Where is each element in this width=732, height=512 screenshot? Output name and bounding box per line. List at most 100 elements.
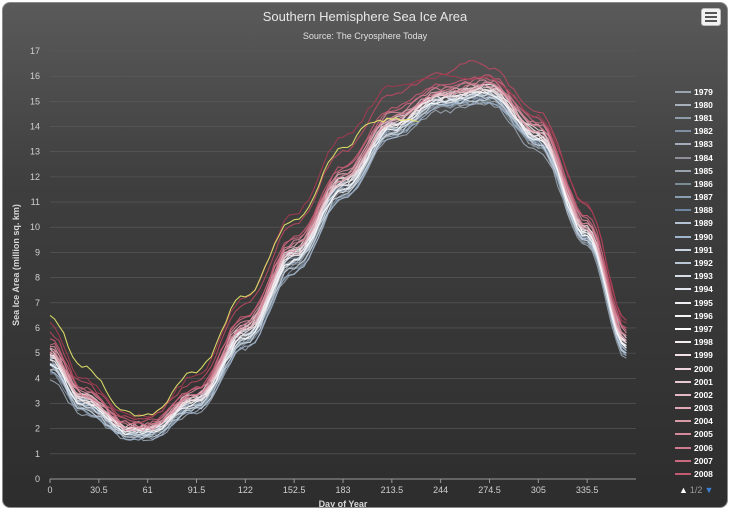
y-tick-label: 1 — [35, 449, 40, 459]
legend-item[interactable]: 1982 — [675, 125, 725, 138]
series-line — [49, 92, 627, 432]
pager-up-arrow[interactable]: ▲ — [679, 485, 688, 495]
legend-item[interactable]: 1983 — [675, 138, 725, 151]
legend-item[interactable]: 1994 — [675, 283, 725, 296]
legend-swatch — [675, 90, 691, 93]
legend-label: 1994 — [694, 284, 713, 295]
legend-item[interactable]: 1996 — [675, 309, 725, 322]
series-line — [50, 96, 627, 439]
legend-label: 1982 — [694, 126, 713, 137]
series-line — [49, 83, 627, 429]
legend-swatch — [675, 209, 691, 212]
legend-swatch — [675, 367, 691, 370]
legend-swatch — [675, 130, 691, 133]
legend-swatch — [675, 473, 691, 476]
x-tick-label: 305 — [531, 485, 546, 495]
legend-label: 1997 — [694, 323, 713, 334]
y-tick-label: 3 — [35, 398, 40, 408]
legend-item[interactable]: 2001 — [675, 375, 725, 388]
series-line — [49, 60, 627, 420]
legend-item[interactable]: 1981 — [675, 111, 725, 124]
legend-label: 1995 — [694, 297, 713, 308]
y-tick-label: 10 — [30, 222, 40, 232]
x-tick-label: 91.5 — [188, 485, 206, 495]
legend-item[interactable]: 1999 — [675, 349, 725, 362]
legend-item[interactable]: 1986 — [675, 177, 725, 190]
x-axis-title: Day of Year — [319, 499, 368, 508]
y-tick-label: 12 — [30, 172, 40, 182]
legend-item[interactable]: 2005 — [675, 428, 725, 441]
legend-item[interactable]: 1993 — [675, 270, 725, 283]
legend-label: 1998 — [694, 337, 713, 348]
legend-label: 2008 — [694, 469, 713, 480]
legend-item[interactable]: 2002 — [675, 388, 725, 401]
legend-item[interactable]: 2006 — [675, 441, 725, 454]
legend-label: 2004 — [694, 416, 713, 427]
y-axis-title: Sea Ice Area (million sq. km) — [11, 204, 21, 326]
export-menu-button[interactable] — [701, 8, 721, 26]
legend-item[interactable]: 1985 — [675, 164, 725, 177]
y-tick-label: 7 — [35, 298, 40, 308]
series-line — [49, 90, 627, 437]
series-line — [49, 116, 419, 417]
series-line — [49, 100, 627, 436]
legend-item[interactable]: 2007 — [675, 454, 725, 467]
legend-item[interactable]: 1992 — [675, 256, 725, 269]
legend-label: 2005 — [694, 429, 713, 440]
x-tick-label: 213.5 — [381, 485, 404, 495]
legend-item[interactable]: 1995 — [675, 296, 725, 309]
legend-swatch — [675, 248, 691, 251]
legend-label: 1979 — [694, 86, 713, 97]
y-tick-label: 16 — [30, 71, 40, 81]
legend-label: 1991 — [694, 244, 713, 255]
legend-item[interactable]: 2008 — [675, 467, 725, 480]
legend-item[interactable]: 1988 — [675, 204, 725, 217]
legend-swatch — [675, 433, 691, 436]
legend-label: 2007 — [694, 455, 713, 466]
legend-swatch — [675, 222, 691, 225]
series-line — [49, 94, 627, 437]
legend-swatch — [675, 156, 691, 159]
legend-label: 1990 — [694, 231, 713, 242]
legend-item[interactable]: 2000 — [675, 362, 725, 375]
legend-swatch — [675, 327, 691, 330]
legend-item[interactable]: 2004 — [675, 415, 725, 428]
legend-item[interactable]: 1998 — [675, 336, 725, 349]
legend-label: 2003 — [694, 403, 713, 414]
series-line — [49, 91, 627, 436]
y-tick-label: 8 — [35, 273, 40, 283]
y-tick-label: 14 — [30, 122, 40, 132]
series-line — [49, 83, 627, 431]
legend-item[interactable]: 1984 — [675, 151, 725, 164]
legend-item[interactable]: 1987 — [675, 191, 725, 204]
x-tick-label: 183 — [335, 485, 350, 495]
legend-item[interactable]: 1989 — [675, 217, 725, 230]
legend-item[interactable]: 1991 — [675, 243, 725, 256]
legend-item[interactable]: 2003 — [675, 402, 725, 415]
legend-item[interactable]: 1980 — [675, 98, 725, 111]
legend-pager: ▲ 1/2 ▼ — [679, 485, 713, 495]
x-tick-label: 274.5 — [478, 485, 501, 495]
y-tick-label: 15 — [30, 96, 40, 106]
chart-title: Southern Hemisphere Sea Ice Area — [262, 9, 468, 24]
series-line — [49, 89, 627, 433]
legend-label: 1996 — [694, 310, 713, 321]
series-line — [49, 99, 627, 439]
legend-item[interactable]: 1997 — [675, 322, 725, 335]
series-line — [49, 98, 627, 441]
legend-swatch — [675, 288, 691, 291]
legend-label: 2002 — [694, 389, 713, 400]
series-line — [49, 102, 627, 442]
legend-label: 1999 — [694, 350, 713, 361]
pager-down-arrow[interactable]: ▼ — [704, 485, 714, 495]
y-tick-label: 5 — [35, 348, 40, 358]
legend-swatch — [675, 301, 691, 304]
series-line — [49, 94, 627, 439]
legend-item[interactable]: 1979 — [675, 85, 725, 98]
legend-swatch — [675, 446, 691, 449]
x-tick-label: 61 — [143, 485, 153, 495]
pager-text: 1/2 — [689, 485, 703, 495]
legend-label: 1981 — [694, 112, 713, 123]
series-line — [49, 76, 627, 426]
legend-item[interactable]: 1990 — [675, 230, 725, 243]
